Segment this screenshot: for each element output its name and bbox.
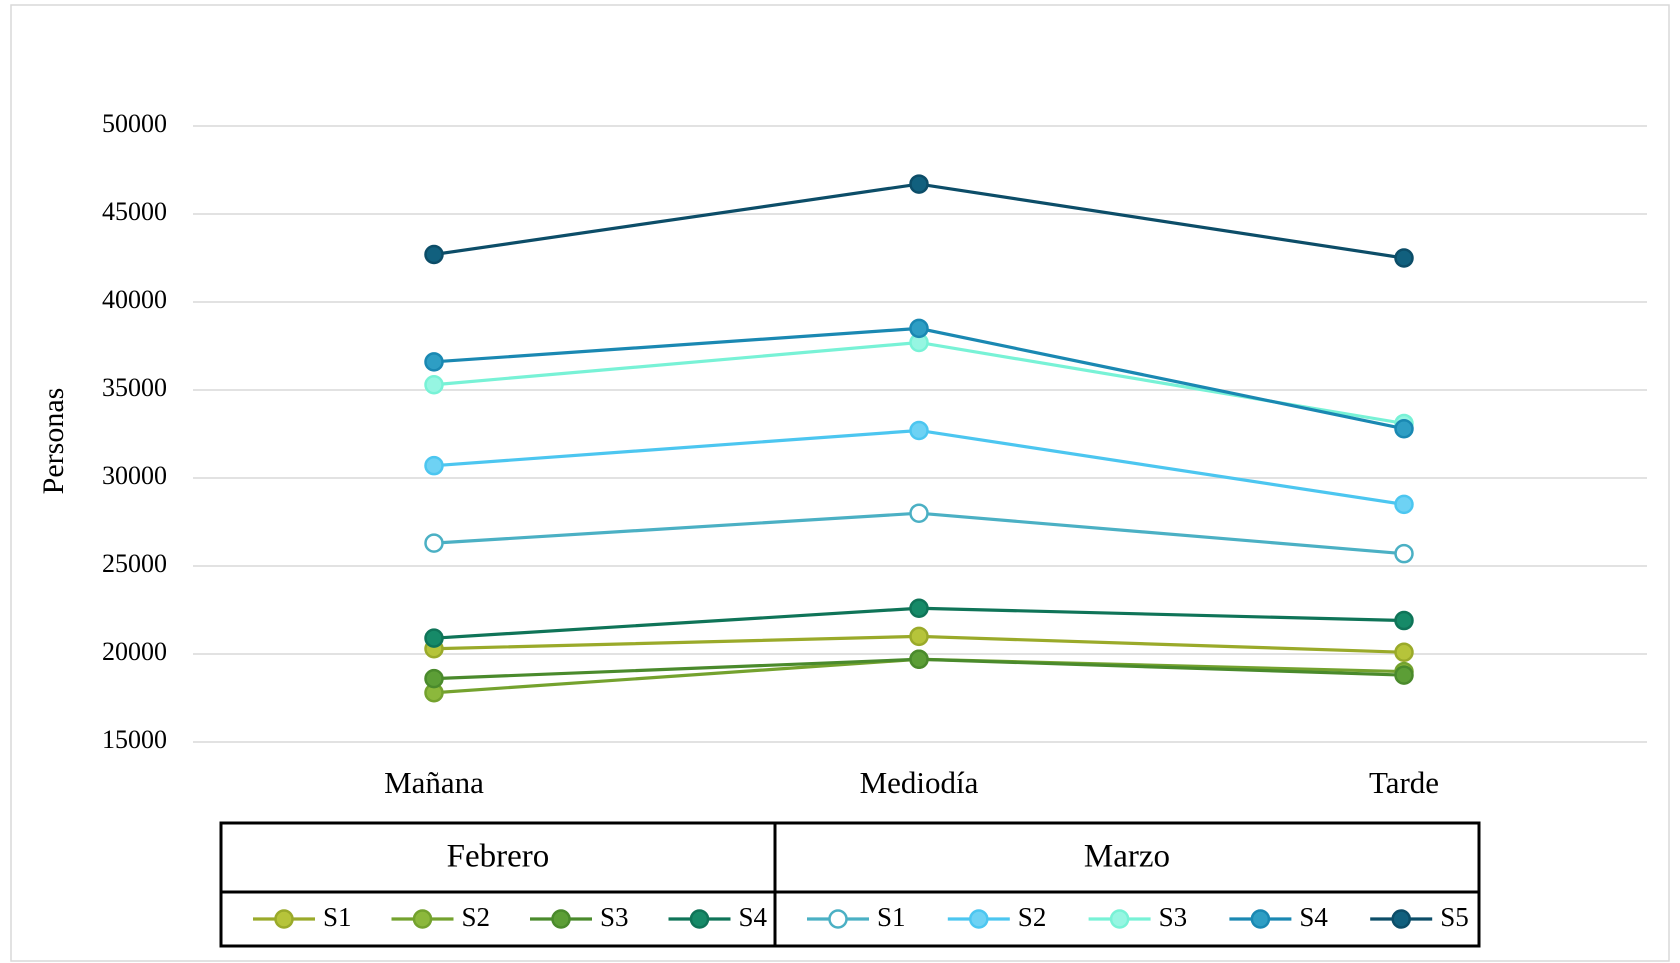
legend-marker bbox=[1250, 909, 1271, 929]
data-point bbox=[424, 668, 444, 689]
legend-marker bbox=[828, 909, 848, 929]
data-point bbox=[1394, 642, 1414, 662]
data-point bbox=[424, 628, 444, 648]
legend-label: S3 bbox=[600, 902, 629, 932]
data-point bbox=[424, 244, 444, 265]
data-point bbox=[1394, 665, 1414, 685]
legend-marker bbox=[412, 909, 433, 929]
y-tick-label: 50000 bbox=[102, 109, 167, 138]
legend-marker bbox=[1391, 909, 1411, 929]
data-point bbox=[909, 626, 929, 647]
legend-label: S2 bbox=[1018, 902, 1047, 932]
data-point bbox=[909, 598, 929, 618]
x-tick-label: Tarde bbox=[1369, 765, 1439, 800]
legend-border bbox=[219, 821, 1481, 948]
y-axis-label: Personas bbox=[37, 388, 70, 495]
data-point bbox=[909, 420, 929, 441]
data-point bbox=[1394, 248, 1414, 268]
legend-label: S4 bbox=[739, 902, 768, 932]
y-tick-label: 25000 bbox=[102, 549, 167, 578]
legend-group-title: Marzo bbox=[1084, 839, 1170, 875]
data-point bbox=[424, 352, 444, 372]
legend-label: S4 bbox=[1299, 902, 1328, 932]
y-tick-label: 40000 bbox=[102, 285, 167, 314]
legend-label: S3 bbox=[1159, 902, 1188, 932]
legend-label: S5 bbox=[1440, 902, 1469, 932]
legend-label: S1 bbox=[323, 902, 352, 932]
data-point bbox=[1394, 610, 1414, 631]
legend-marker bbox=[689, 909, 710, 929]
x-tick-label: Mañana bbox=[384, 765, 484, 800]
legend-marker bbox=[1109, 909, 1130, 929]
data-point bbox=[424, 455, 444, 476]
data-point bbox=[1394, 543, 1414, 564]
data-point bbox=[1394, 418, 1414, 439]
chart-frame bbox=[10, 4, 1670, 962]
data-point bbox=[424, 374, 444, 395]
data-point bbox=[909, 503, 929, 523]
legend-marker bbox=[969, 909, 989, 929]
x-tick-label: Mediodía bbox=[860, 765, 979, 800]
y-tick-label: 15000 bbox=[102, 725, 167, 754]
data-point bbox=[909, 174, 929, 194]
y-tick-label: 45000 bbox=[102, 197, 167, 226]
legend-table bbox=[219, 821, 1481, 948]
legend-group-title: Febrero bbox=[447, 839, 550, 875]
data-point bbox=[424, 533, 444, 553]
legend-marker bbox=[551, 909, 571, 929]
y-tick-label: 35000 bbox=[102, 373, 167, 402]
y-tick-label: 20000 bbox=[102, 637, 167, 666]
data-point bbox=[909, 649, 929, 670]
legend-label: S1 bbox=[877, 902, 906, 932]
legend-label: S2 bbox=[462, 902, 491, 932]
legend-marker bbox=[274, 909, 294, 929]
y-tick-label: 30000 bbox=[102, 461, 167, 490]
data-point bbox=[1394, 494, 1414, 515]
data-point bbox=[909, 318, 929, 339]
